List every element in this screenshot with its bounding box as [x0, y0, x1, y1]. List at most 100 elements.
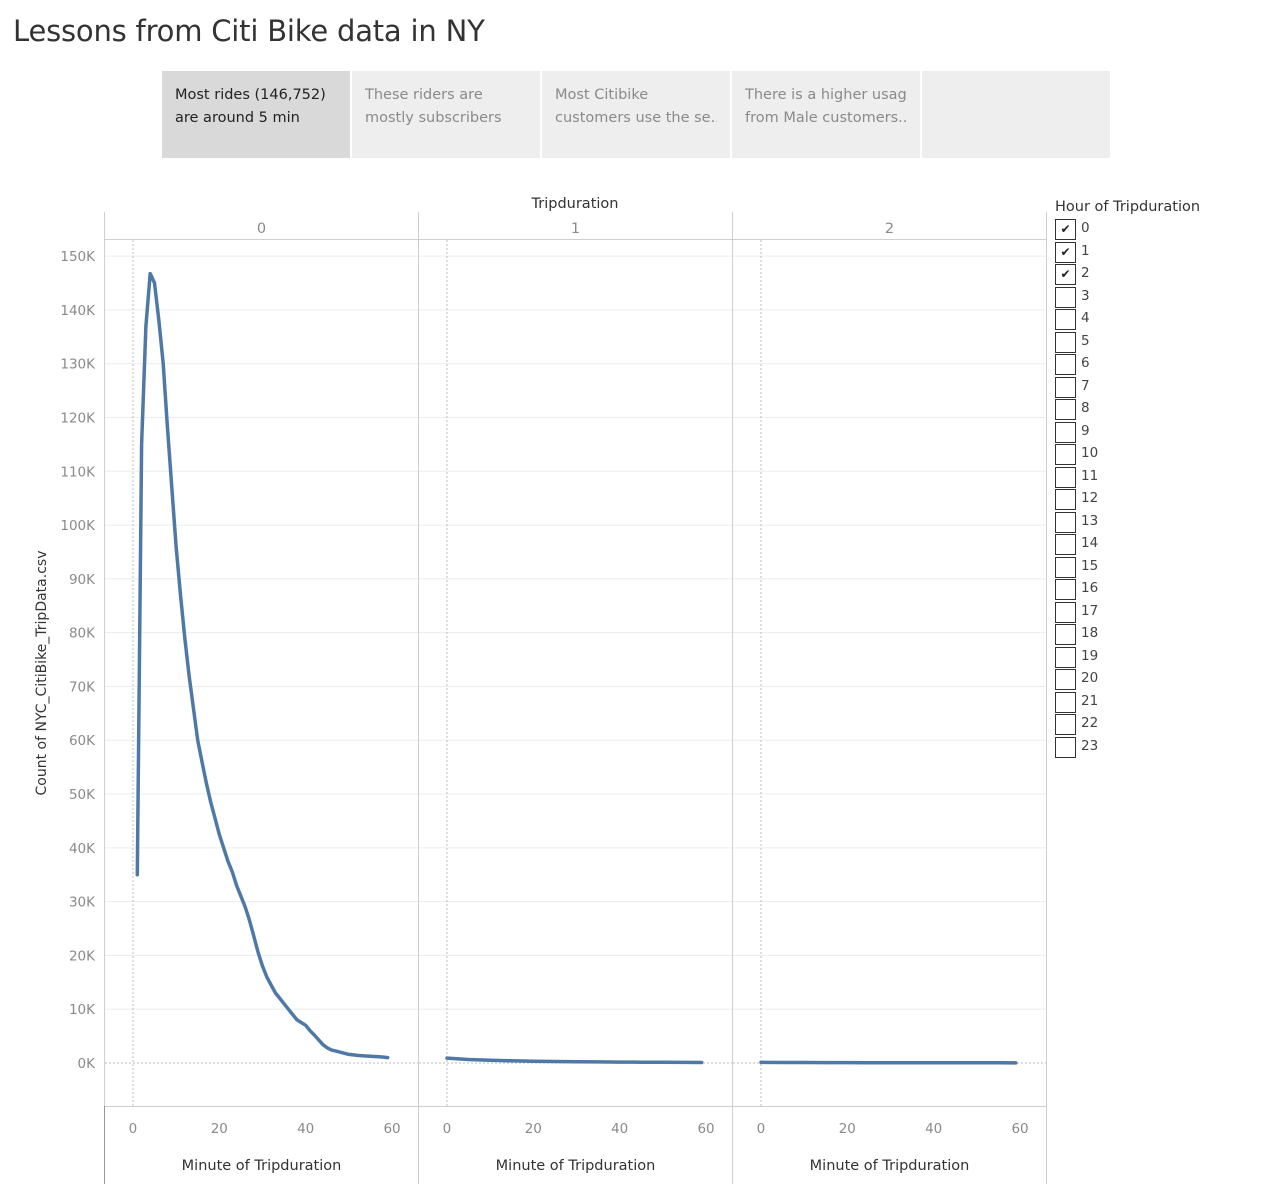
series-line-hour-1 [445, 1056, 704, 1065]
checkbox-empty-icon[interactable] [1055, 511, 1076, 533]
legend-item-label: 1 [1081, 242, 1090, 259]
story-point-2[interactable]: These riders are mostly subscribers [352, 71, 540, 158]
story-navigator: Most rides (146,752) are around 5 min Th… [162, 71, 1110, 158]
trellis-line-chart: Tripduration Count of NYC_CitiBike_TripDa… [34, 196, 1047, 1184]
checkbox-empty-icon[interactable] [1055, 354, 1076, 375]
story-point-1-line2: are around 5 min [175, 110, 300, 126]
checkbox-empty-icon[interactable] [1055, 736, 1076, 758]
checkbox-empty-icon[interactable] [1055, 646, 1076, 668]
legend-item-label: 18 [1081, 625, 1099, 641]
panel-header-2: 2 [885, 221, 894, 237]
legend-item-hour-5[interactable]: 5 [1055, 331, 1135, 354]
legend-item-label: 9 [1081, 422, 1090, 439]
legend-item-hour-23[interactable]: 23 [1055, 736, 1135, 759]
y-tick-label: 30K [69, 895, 96, 911]
legend-item-hour-21[interactable]: 21 [1055, 691, 1135, 714]
checkbox-empty-icon[interactable] [1055, 556, 1076, 578]
legend-item-label: 13 [1081, 512, 1099, 529]
legend-item-hour-14[interactable]: 14 [1055, 534, 1135, 556]
x-axis-title: Minute of Tripduration [496, 1158, 656, 1174]
story-point-1[interactable]: Most rides (146,752) are around 5 min [162, 71, 350, 158]
y-tick-label: 120K [60, 411, 96, 427]
legend-item-hour-0[interactable]: ✔ 0 [1055, 219, 1135, 241]
legend-title: Hour of Tripduration [1055, 199, 1201, 215]
y-tick-label: 50K [69, 787, 96, 803]
legend-item-hour-8[interactable]: 8 [1055, 399, 1135, 421]
checkbox-empty-icon[interactable] [1055, 376, 1076, 398]
checkbox-checked-icon[interactable]: ✔ [1055, 264, 1076, 285]
legend-item-label: 23 [1081, 737, 1099, 754]
y-tick-label: 0K [78, 1056, 97, 1072]
hour-filter-legend: Hour of Tripduration ✔ 0 ✔ 1 ✔ 2 3 4 5 6 7 8 9 10 11 12… [1055, 199, 1255, 758]
legend-item-hour-2[interactable]: ✔ 2 [1055, 264, 1135, 286]
story-point-1-line1: Most rides (146,752) [175, 87, 326, 103]
checkbox-empty-icon[interactable] [1055, 691, 1076, 713]
checkbox-empty-icon[interactable] [1055, 466, 1076, 488]
y-tick-label: 80K [69, 626, 96, 642]
story-point-2-line2: mostly subscribers [365, 110, 502, 126]
checkbox-empty-icon[interactable] [1055, 579, 1076, 600]
checkbox-empty-icon[interactable] [1055, 714, 1076, 735]
checkbox-empty-icon[interactable] [1055, 399, 1076, 420]
checkbox-empty-icon[interactable] [1055, 489, 1076, 510]
y-tick-label: 60K [69, 733, 96, 749]
checkbox-empty-icon[interactable] [1055, 286, 1076, 308]
story-point-5[interactable] [922, 71, 1110, 158]
story-point-4[interactable]: There is a higher usage from Male custom… [732, 71, 920, 158]
legend-item-hour-6[interactable]: 6 [1055, 354, 1135, 376]
legend-item-hour-12[interactable]: 12 [1055, 489, 1135, 511]
legend-item-hour-7[interactable]: 7 [1055, 376, 1135, 399]
legend-item-label: 22 [1081, 715, 1099, 731]
legend-item-hour-17[interactable]: 17 [1055, 601, 1135, 624]
y-tick-label: 140K [60, 303, 96, 319]
legend-item-hour-22[interactable]: 22 [1055, 714, 1135, 736]
page-title: Lessons from Citi Bike data in NY [13, 14, 485, 48]
legend-item-label: 5 [1081, 332, 1090, 349]
checkbox-checked-icon[interactable]: ✔ [1055, 219, 1076, 240]
legend-item-hour-4[interactable]: 4 [1055, 309, 1135, 331]
legend-item-label: 14 [1081, 535, 1099, 551]
checkbox-empty-icon[interactable] [1055, 601, 1076, 623]
legend-item-hour-20[interactable]: 20 [1055, 669, 1135, 691]
checkbox-empty-icon[interactable] [1055, 421, 1076, 443]
legend-item-hour-10[interactable]: 10 [1055, 444, 1135, 466]
column-header: Tripduration [531, 196, 619, 212]
story-point-3-line2: customers use the se.. [555, 110, 717, 126]
legend-item-hour-3[interactable]: 3 [1055, 286, 1135, 309]
story-point-4-line1: There is a higher usage [745, 87, 907, 103]
y-tick-label: 70K [69, 679, 96, 695]
legend-item-label: 21 [1081, 692, 1099, 709]
legend-item-hour-18[interactable]: 18 [1055, 624, 1135, 646]
legend-item-hour-1[interactable]: ✔ 1 [1055, 241, 1135, 264]
x-tick-label: 40 [297, 1121, 314, 1137]
x-tick-label: 40 [611, 1121, 628, 1137]
checkbox-empty-icon[interactable] [1055, 309, 1076, 330]
x-axis-title: Minute of Tripduration [810, 1158, 970, 1174]
legend-item-hour-11[interactable]: 11 [1055, 466, 1135, 489]
series-line-hour-2 [759, 1060, 1018, 1065]
legend-item-label: 2 [1081, 265, 1090, 281]
checkbox-checked-icon[interactable]: ✔ [1055, 241, 1076, 263]
checkbox-empty-icon[interactable] [1055, 331, 1076, 353]
x-tick-label: 20 [211, 1121, 228, 1137]
checkbox-empty-icon[interactable] [1055, 534, 1076, 555]
legend-item-hour-13[interactable]: 13 [1055, 511, 1135, 534]
checkbox-empty-icon[interactable] [1055, 669, 1076, 690]
x-tick-label: 0 [757, 1121, 766, 1137]
panel-header-1: 1 [571, 221, 580, 237]
legend-item-hour-15[interactable]: 15 [1055, 556, 1135, 579]
x-tick-label: 20 [839, 1121, 856, 1137]
checkbox-empty-icon[interactable] [1055, 444, 1076, 465]
legend-item-hour-19[interactable]: 19 [1055, 646, 1135, 669]
panel-header-0: 0 [257, 221, 266, 237]
legend-item-label: 8 [1081, 400, 1090, 416]
story-point-3[interactable]: Most Citibike customers use the se.. [542, 71, 730, 158]
legend-item-label: 4 [1081, 310, 1090, 326]
legend-item-hour-16[interactable]: 16 [1055, 579, 1135, 601]
story-point-3-line1: Most Citibike [555, 87, 649, 103]
x-tick-label: 0 [129, 1121, 138, 1137]
checkbox-empty-icon[interactable] [1055, 624, 1076, 645]
legend-item-label: 16 [1081, 580, 1099, 596]
x-axis-title: Minute of Tripduration [182, 1158, 342, 1174]
legend-item-hour-9[interactable]: 9 [1055, 421, 1135, 444]
